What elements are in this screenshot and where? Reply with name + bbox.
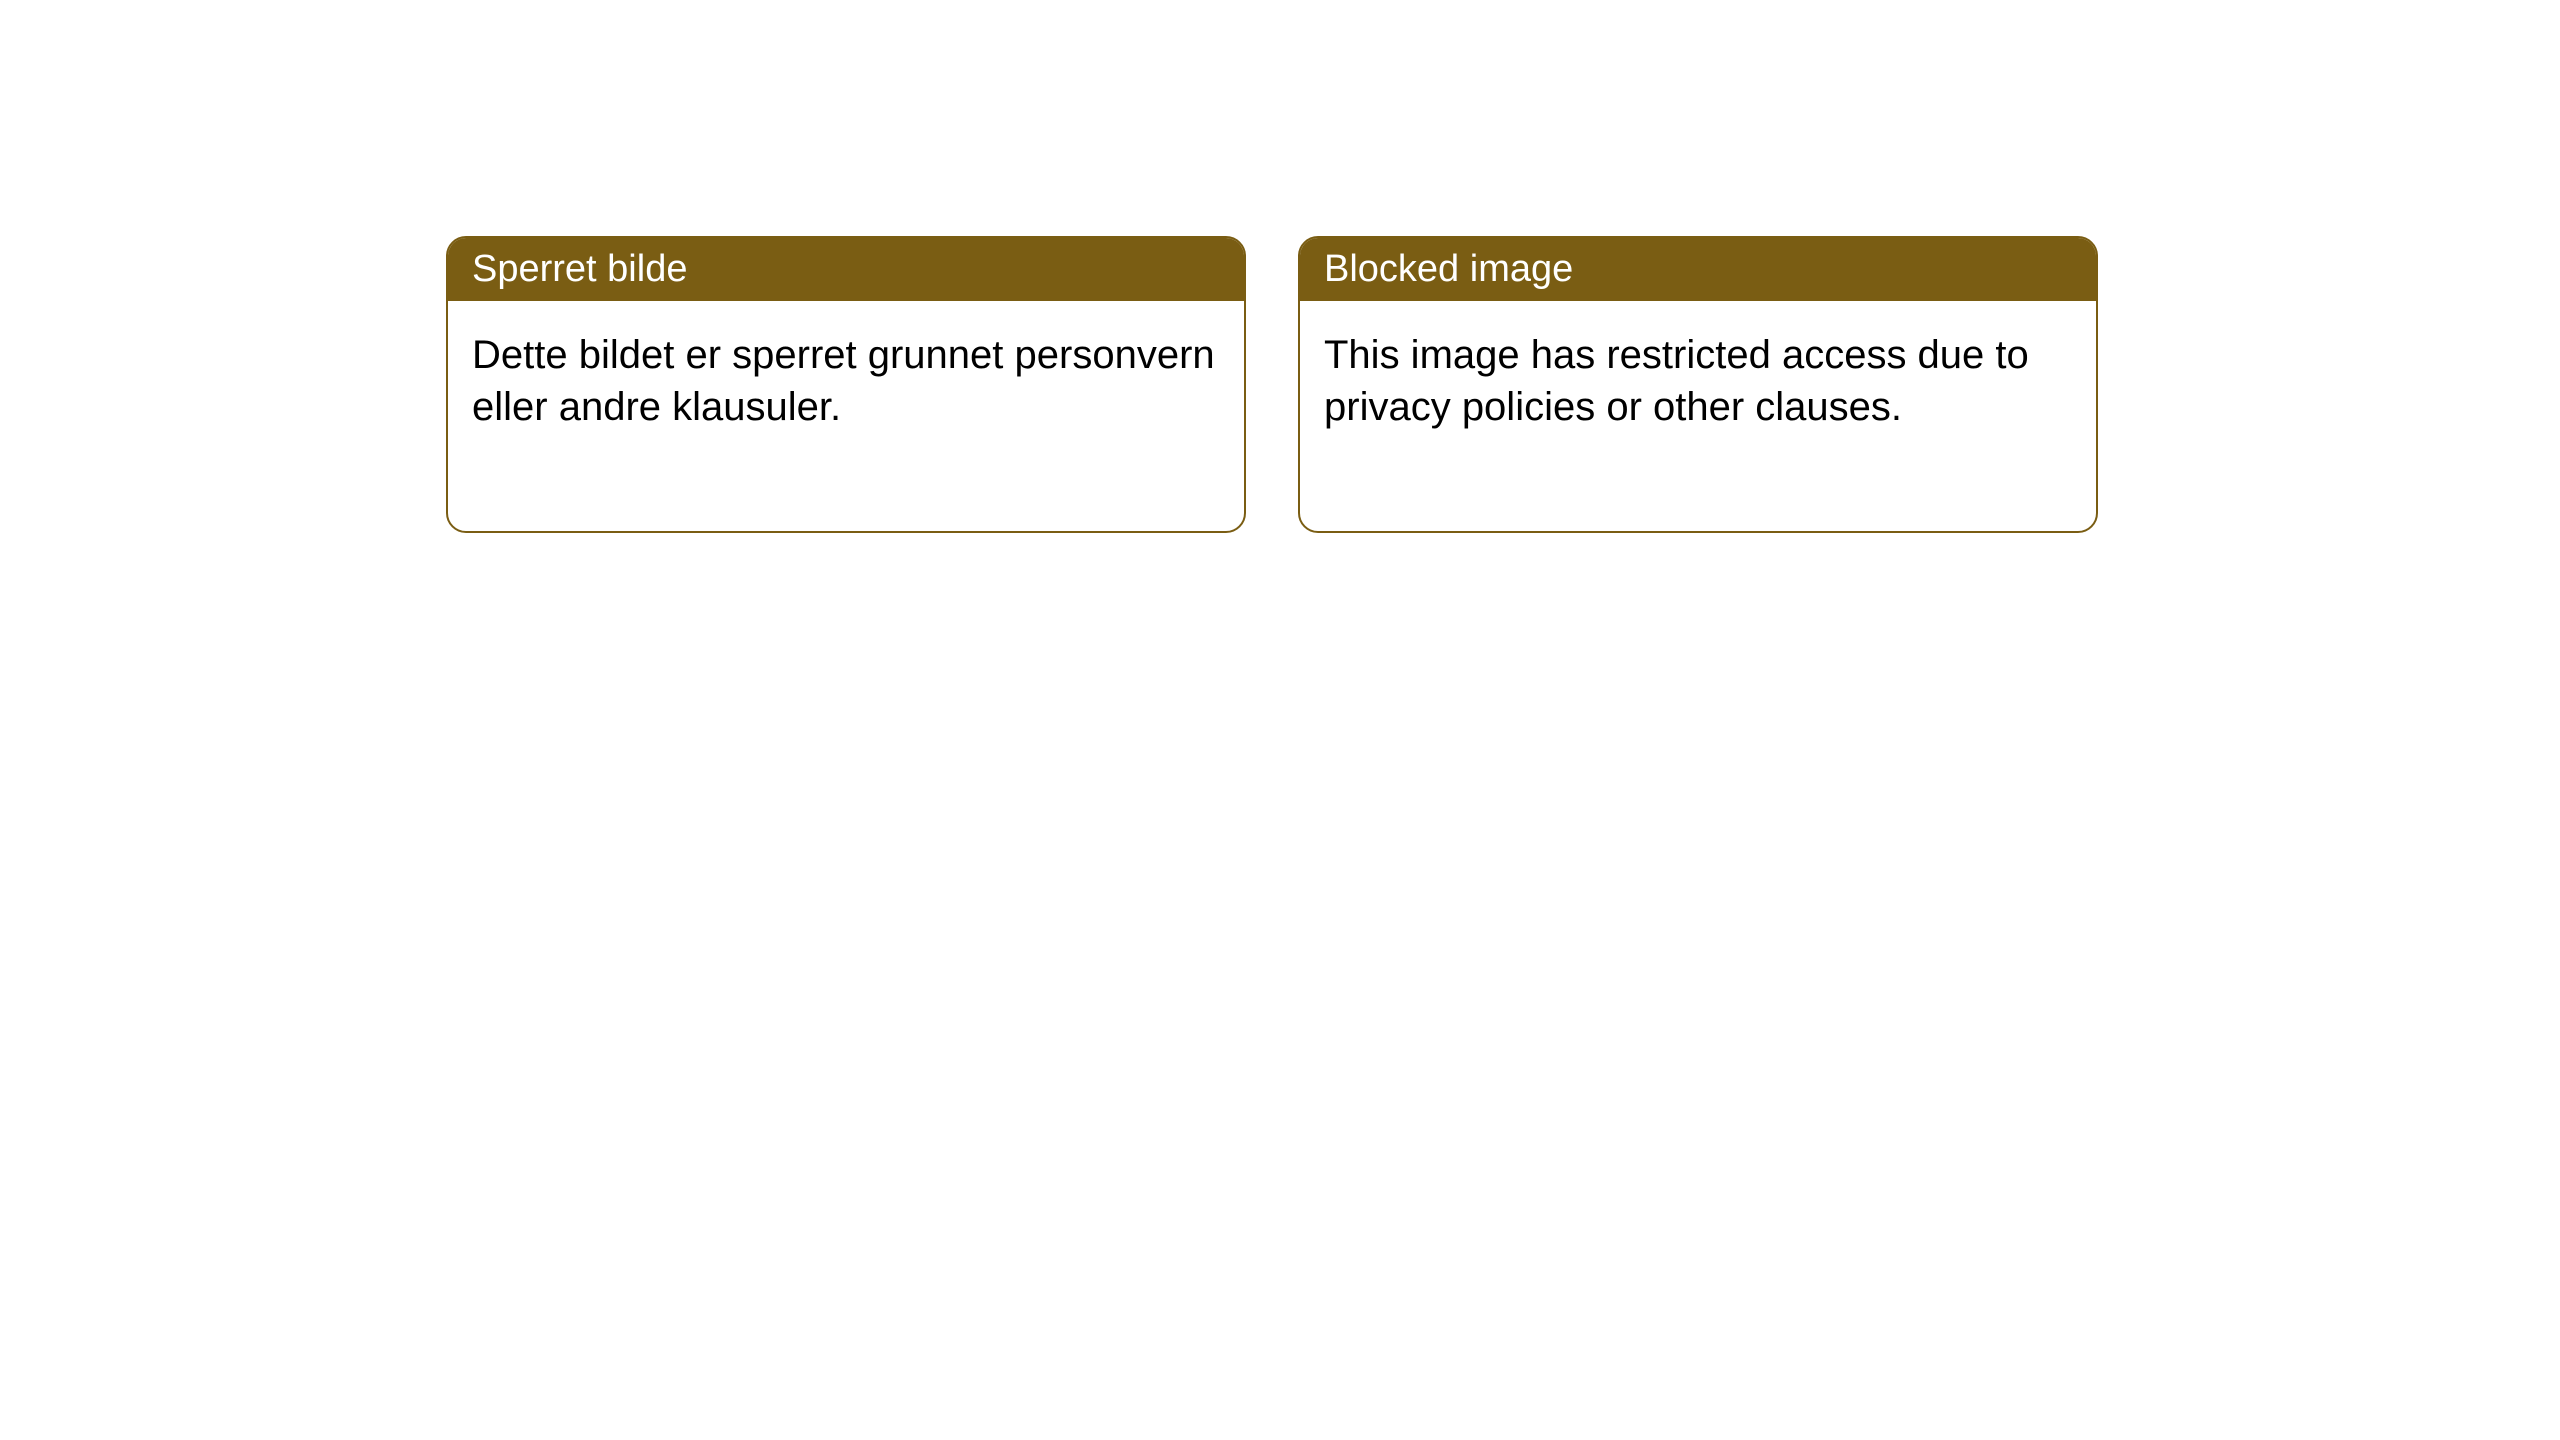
notice-header: Sperret bilde — [448, 238, 1244, 301]
notice-message: Dette bildet er sperret grunnet personve… — [472, 333, 1215, 429]
notice-container: Sperret bilde Dette bildet er sperret gr… — [446, 236, 2098, 533]
notice-body: Dette bildet er sperret grunnet personve… — [448, 301, 1244, 531]
notice-title: Sperret bilde — [472, 248, 687, 290]
notice-header: Blocked image — [1300, 238, 2096, 301]
notice-body: This image has restricted access due to … — [1300, 301, 2096, 531]
notice-card-english: Blocked image This image has restricted … — [1298, 236, 2098, 533]
notice-title: Blocked image — [1324, 248, 1573, 290]
notice-card-norwegian: Sperret bilde Dette bildet er sperret gr… — [446, 236, 1246, 533]
notice-message: This image has restricted access due to … — [1324, 333, 2029, 429]
